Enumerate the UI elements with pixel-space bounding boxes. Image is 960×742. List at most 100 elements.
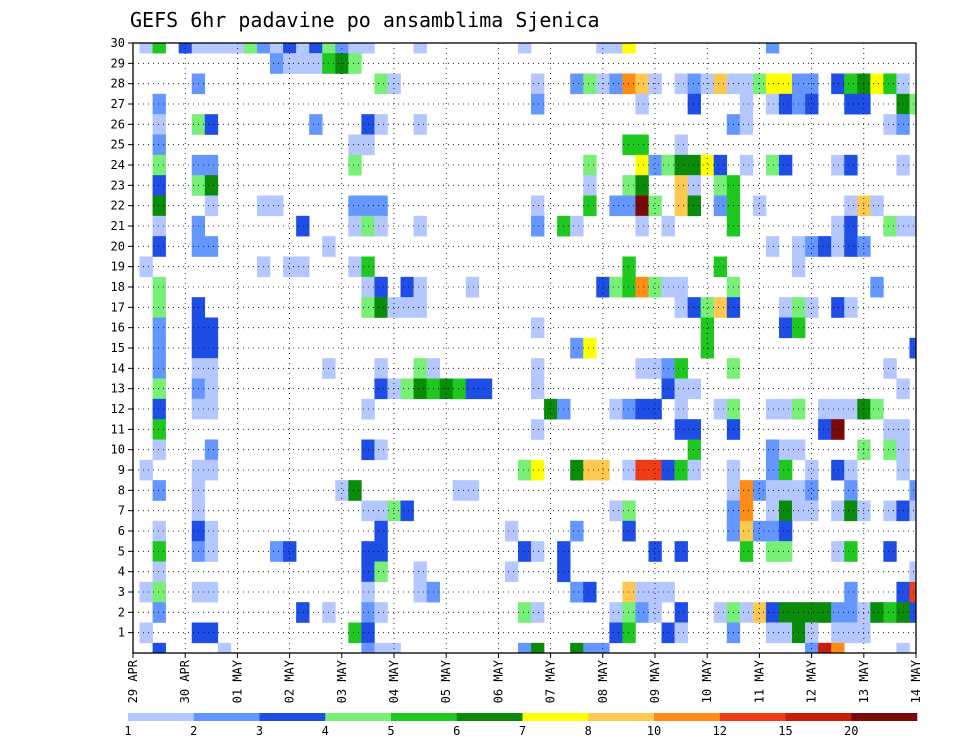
heatmap-cell [609,602,623,623]
heatmap-cell [583,175,597,196]
heatmap-cell [831,459,845,481]
heatmap-cell [583,195,597,217]
heatmap-cell [687,93,701,115]
heatmap-cell [622,459,636,481]
heatmap-cell [204,114,219,135]
heatmap-cell [622,398,636,420]
heatmap-cell [739,93,754,115]
heatmap-cell [648,276,662,298]
y-tick-label: 5 [118,544,125,558]
heatmap-cell [204,236,219,257]
heatmap-cell [309,114,323,135]
heatmap-cell [335,480,349,501]
heatmap-cell [270,541,284,562]
heatmap-cell [765,602,780,623]
heatmap-cell [844,398,858,420]
heatmap-cell [765,73,780,95]
heatmap-cell [374,541,388,562]
heatmap-cell [674,175,688,196]
y-tick-label: 26 [111,117,125,131]
heatmap-cell [687,439,701,461]
heatmap-cell [805,297,819,318]
heatmap-cell [687,378,701,400]
heatmap-cell [622,73,636,95]
heatmap-cell [348,215,362,237]
heatmap-cell [204,459,219,481]
heatmap-cell [583,73,597,95]
heatmap-cell [387,500,401,522]
colorbar-swatch [128,713,195,721]
heatmap-cell [883,541,897,562]
heatmap-cell [778,602,793,623]
x-tick-label: 05 MAY [439,659,453,703]
heatmap-cell [270,53,284,74]
heatmap-cell [570,459,584,481]
heatmap-cell [883,602,897,623]
heatmap-cell [635,581,649,603]
heatmap-cell [844,236,858,257]
heatmap-cell [413,43,427,54]
heatmap-cell [752,520,767,542]
heatmap-cell [152,317,166,339]
heatmap-cell [831,236,845,257]
heatmap-cell [674,358,688,379]
heatmap-cell [374,378,388,400]
heatmap-cell [270,43,284,54]
heatmap-cell [765,43,780,54]
heatmap-cell [844,297,858,318]
colorbar-label: 7 [519,724,526,738]
heatmap-cell [805,236,819,257]
heatmap-cell [152,581,166,603]
heatmap-cell [818,642,832,654]
heatmap-cell [778,73,793,95]
heatmap-cell [687,459,701,481]
heatmap-cell [778,541,793,562]
heatmap-cell [844,459,858,481]
x-tick-label: 12 MAY [805,659,819,703]
heatmap-cell [204,175,219,196]
heatmap-cell [531,378,545,400]
heatmap-cell [296,256,310,278]
colorbar-label: 2 [190,724,197,738]
heatmap-cell [909,602,917,623]
heatmap-cell [622,175,636,196]
heatmap-cell [805,500,819,522]
heatmap-cell [883,358,897,379]
heatmap-cell [531,195,545,217]
heatmap-cell [635,358,649,379]
x-tick-label: 01 MAY [230,659,244,703]
x-tick-label: 03 MAY [335,659,349,703]
heatmap-cell [674,541,688,562]
heatmap-cell [883,500,897,522]
heatmap-cell [348,622,362,644]
heatmap-cell [204,43,219,54]
heatmap-cell [374,561,388,583]
x-tick-label: 29 APR [126,659,140,703]
x-tick-label: 30 APR [178,659,192,703]
y-tick-label: 6 [118,524,125,538]
heatmap-cell [217,43,232,54]
heatmap-cell [674,134,688,156]
heatmap-cell [531,602,545,623]
heatmap-cell [870,276,884,298]
heatmap-cell [844,215,858,237]
heatmap-cell [831,398,845,420]
heatmap-cell [739,520,754,542]
heatmap-cell [596,459,610,481]
heatmap-cell [622,500,636,522]
heatmap-cell [583,459,597,481]
colorbar-swatch [785,713,852,721]
heatmap-cell [348,256,362,278]
heatmap-cell [883,114,897,135]
heatmap-cell [844,581,858,603]
heatmap-cell [622,134,636,156]
colorbar-swatch [522,713,589,721]
heatmap-cell [831,602,845,623]
heatmap-cell [609,195,623,217]
heatmap-cell [283,541,297,562]
heatmap-cell [739,480,754,501]
heatmap-cell [831,642,845,654]
heatmap-cell [635,195,649,217]
heatmap-cell [217,642,232,654]
heatmap-cell [805,602,819,623]
